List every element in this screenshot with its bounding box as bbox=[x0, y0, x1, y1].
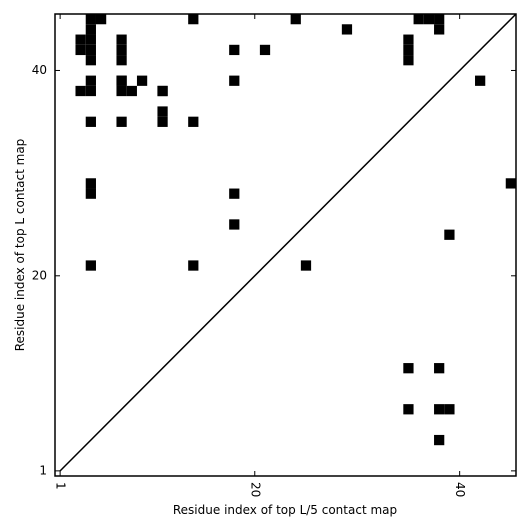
contact-cell bbox=[85, 188, 96, 199]
contact-cell bbox=[229, 44, 240, 56]
contact-cell bbox=[505, 178, 516, 189]
contact-cell bbox=[85, 14, 96, 25]
contact-cell bbox=[85, 24, 96, 35]
contact-cell bbox=[157, 85, 168, 97]
contact-cell bbox=[85, 75, 96, 86]
contact-cell bbox=[116, 34, 127, 45]
contact-cell bbox=[229, 75, 240, 86]
contact-cell bbox=[75, 34, 86, 45]
contact-cell bbox=[85, 55, 96, 66]
contact-cell bbox=[85, 260, 96, 271]
diagonal-line bbox=[59, 13, 517, 472]
contact-cell bbox=[188, 116, 199, 127]
contact-cell bbox=[116, 55, 127, 66]
contact-cell bbox=[229, 219, 240, 230]
contact-cell bbox=[434, 24, 445, 35]
contact-cell bbox=[403, 44, 414, 56]
contact-cell bbox=[116, 44, 127, 56]
contact-cell bbox=[413, 14, 424, 25]
contact-cell bbox=[126, 85, 137, 97]
contact-cell bbox=[85, 85, 96, 97]
contact-cell bbox=[116, 85, 127, 97]
contact-cell bbox=[434, 14, 445, 25]
contact-cell bbox=[259, 44, 271, 56]
contact-cell bbox=[229, 188, 240, 199]
contact-cell bbox=[434, 404, 445, 415]
contact-cell bbox=[85, 34, 96, 45]
contact-cell bbox=[95, 14, 107, 25]
contact-cell bbox=[444, 229, 455, 240]
x-axis-label: Residue index of top L/5 contact map bbox=[173, 503, 397, 517]
contact-cell bbox=[403, 34, 414, 45]
contact-cell bbox=[116, 75, 127, 86]
contact-cell bbox=[188, 260, 199, 271]
y-axis-label: Residue index of top L contact map bbox=[13, 139, 27, 352]
contact-cell bbox=[75, 44, 86, 56]
contact-cell bbox=[157, 106, 168, 117]
contact-cell bbox=[434, 363, 445, 374]
contact-cell bbox=[157, 116, 168, 127]
contact-cell bbox=[85, 116, 96, 127]
y-tick-label: 20 bbox=[32, 268, 47, 282]
contact-cell bbox=[403, 363, 414, 374]
contact-cell bbox=[116, 116, 127, 127]
contact-cell bbox=[300, 260, 312, 271]
contact-cell bbox=[403, 404, 414, 415]
contact-cell bbox=[423, 14, 435, 25]
x-tick-label: 20 bbox=[248, 482, 262, 497]
contact-cell bbox=[188, 14, 199, 25]
contact-cell bbox=[85, 44, 96, 56]
y-tick-label: 40 bbox=[32, 63, 47, 77]
contact-cell bbox=[434, 434, 445, 446]
contact-cell bbox=[136, 75, 148, 86]
x-tick-label: 40 bbox=[453, 482, 467, 497]
contact-cell bbox=[444, 404, 455, 415]
contact-cell bbox=[475, 75, 486, 86]
contact-cell bbox=[290, 14, 301, 25]
contact-cell bbox=[403, 55, 414, 66]
contact-cell bbox=[85, 178, 96, 189]
contact-cell bbox=[75, 85, 86, 97]
plot-frame bbox=[54, 13, 517, 477]
contact-cell bbox=[341, 24, 353, 35]
y-tick-label: 1 bbox=[39, 463, 47, 477]
x-tick-label: 1 bbox=[54, 482, 68, 490]
